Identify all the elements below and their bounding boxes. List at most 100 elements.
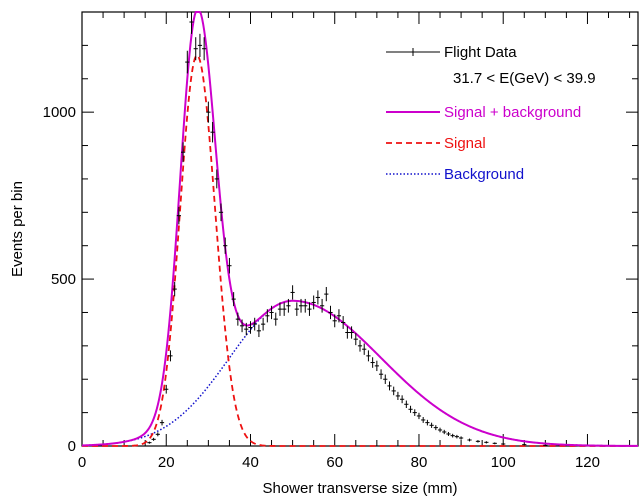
data-point [164,384,169,394]
data-point [218,203,224,222]
data-point [425,419,430,426]
legend-entry: Signal + background [386,104,581,121]
data-point [235,312,240,326]
data-point [370,357,375,368]
data-point [168,350,173,362]
x-tick-label: 60 [326,454,343,471]
data-point [286,298,291,313]
data-point [429,422,434,428]
y-tick-label: 500 [51,271,76,288]
data-point [328,305,333,320]
data-point [383,374,388,384]
data-point [210,121,215,143]
data-point [404,400,409,409]
x-tick-label: 80 [411,454,428,471]
data-point [408,405,413,413]
y-tick-label: 0 [68,438,76,455]
data-point [336,309,342,323]
data-point [282,302,287,316]
data-point [248,321,253,334]
data-point [239,319,245,333]
data-point [349,326,354,339]
data-point [400,395,405,404]
data-point [155,432,160,437]
data-point [442,429,447,435]
data-point [433,425,438,431]
signal-background-curve [81,11,638,447]
data-point [412,409,417,416]
data-point [206,101,211,123]
data-point [522,443,527,446]
x-tick-label: 120 [575,454,600,471]
legend-entry: Background [386,166,524,183]
data-point [214,169,219,189]
data-point [357,340,363,352]
legend-entry: Signal [386,135,486,152]
data-point [332,314,337,328]
data-point [261,317,266,331]
signal-curve [82,54,638,447]
data-point [484,441,489,444]
data-point [307,302,312,316]
data-points [147,12,548,446]
data-point [244,322,249,336]
data-point [151,437,156,441]
legend-label: Flight Data [444,44,517,61]
data-point [475,440,481,443]
data-point [446,431,451,436]
data-point [467,438,472,442]
data-point [231,292,236,307]
data-point [193,37,198,61]
x-tick-label: 20 [158,454,175,471]
x-tick-label: 100 [491,454,516,471]
data-point [345,326,350,339]
curves [81,11,638,447]
data-point [341,316,346,329]
data-point [416,412,422,420]
y-tick-label: 1000 [43,104,76,121]
data-point [180,142,186,163]
data-point [189,12,194,34]
data-point [223,237,228,254]
data-point [269,305,274,320]
data-point [294,302,299,316]
data-point [391,386,396,396]
data-point [543,444,548,446]
x-axis-label: Shower transverse size (mm) [262,480,457,497]
data-point [273,312,278,326]
legend-entry: 31.7 < E(GeV) < 39.9 [453,70,596,87]
data-point [437,427,443,433]
legend-entry: Flight Data [386,44,517,61]
data-point [501,443,506,445]
legend-label: Signal [444,135,486,152]
data-point [458,436,464,440]
data-point [374,360,379,372]
data-point [172,281,177,297]
data-point [256,324,262,338]
data-point [353,333,358,346]
data-point [252,317,257,331]
data-point [450,433,455,438]
data-point [197,33,203,57]
data-point [185,50,190,74]
legend-label: 31.7 < E(GeV) < 39.9 [453,70,596,87]
data-point [492,442,497,445]
data-point [366,350,371,362]
data-point [315,290,320,305]
data-point [277,302,283,316]
data-point [421,417,426,423]
data-point [387,381,392,391]
data-point [202,37,207,61]
data-point [378,369,384,380]
legend-label: Background [444,166,524,183]
data-point [324,286,329,302]
data-point [159,419,165,426]
data-point [311,295,316,310]
x-tick-label: 40 [242,454,259,471]
data-point [454,434,459,439]
legend: Flight Data 31.7 < E(GeV) < 39.9 Signal + … [386,44,596,183]
data-point [147,441,152,444]
tick-labels: 0 20 40 60 80 100 120 0 500 1000 [43,104,600,471]
data-point [319,298,325,313]
